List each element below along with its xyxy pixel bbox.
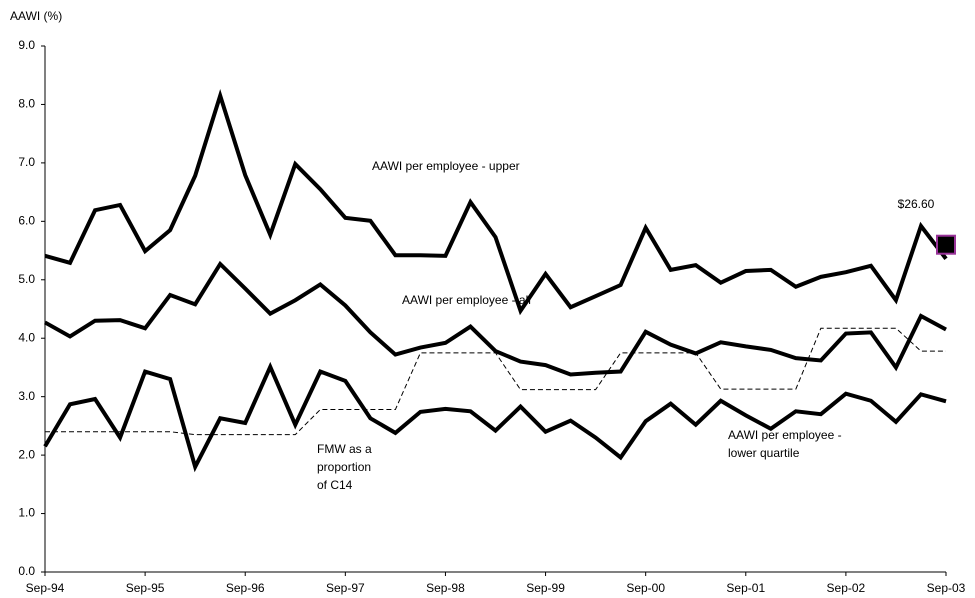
annotation: AAWI per employee - upper: [372, 159, 520, 173]
y-tick-label: 1.0: [18, 506, 35, 520]
annotation: AAWI per employee - all: [402, 293, 531, 307]
annotation: of C14: [317, 478, 353, 492]
series-line: [45, 327, 946, 436]
series-line: [44, 260, 947, 377]
y-tick-label: 4.0: [18, 330, 35, 344]
y-tick-label: 3.0: [18, 389, 35, 403]
x-tick-label: Sep-94: [26, 581, 65, 595]
x-tick-label: Sep-98: [426, 581, 465, 595]
y-tick-label: 7.0: [18, 155, 35, 169]
y-tick-label: 2.0: [18, 447, 35, 461]
x-tick-label: Sep-96: [226, 581, 265, 595]
annotation: lower quartile: [728, 446, 800, 460]
x-tick-label: Sep-03: [927, 581, 966, 595]
annotation: FMW as a: [317, 442, 372, 456]
y-tick-label: 8.0: [18, 97, 35, 111]
y-tick-label: 9.0: [18, 38, 35, 52]
y-axis-label: AAWI (%): [10, 9, 62, 23]
x-tick-label: Sep-02: [827, 581, 866, 595]
x-tick-label: Sep-95: [126, 581, 165, 595]
annotation: proportion: [317, 460, 371, 474]
marker-label: $26.60: [898, 197, 935, 211]
marker: [936, 234, 956, 255]
y-tick-label: 6.0: [18, 214, 35, 228]
series-line: [44, 88, 948, 316]
y-tick-label: 5.0: [18, 272, 35, 286]
x-tick-label: Sep-97: [326, 581, 365, 595]
annotation: AAWI per employee -: [728, 428, 842, 442]
y-tick-label: 0.0: [18, 564, 35, 578]
x-tick-label: Sep-00: [626, 581, 665, 595]
series-line: [43, 361, 947, 473]
x-tick-label: Sep-99: [526, 581, 565, 595]
x-tick-label: Sep-01: [726, 581, 765, 595]
